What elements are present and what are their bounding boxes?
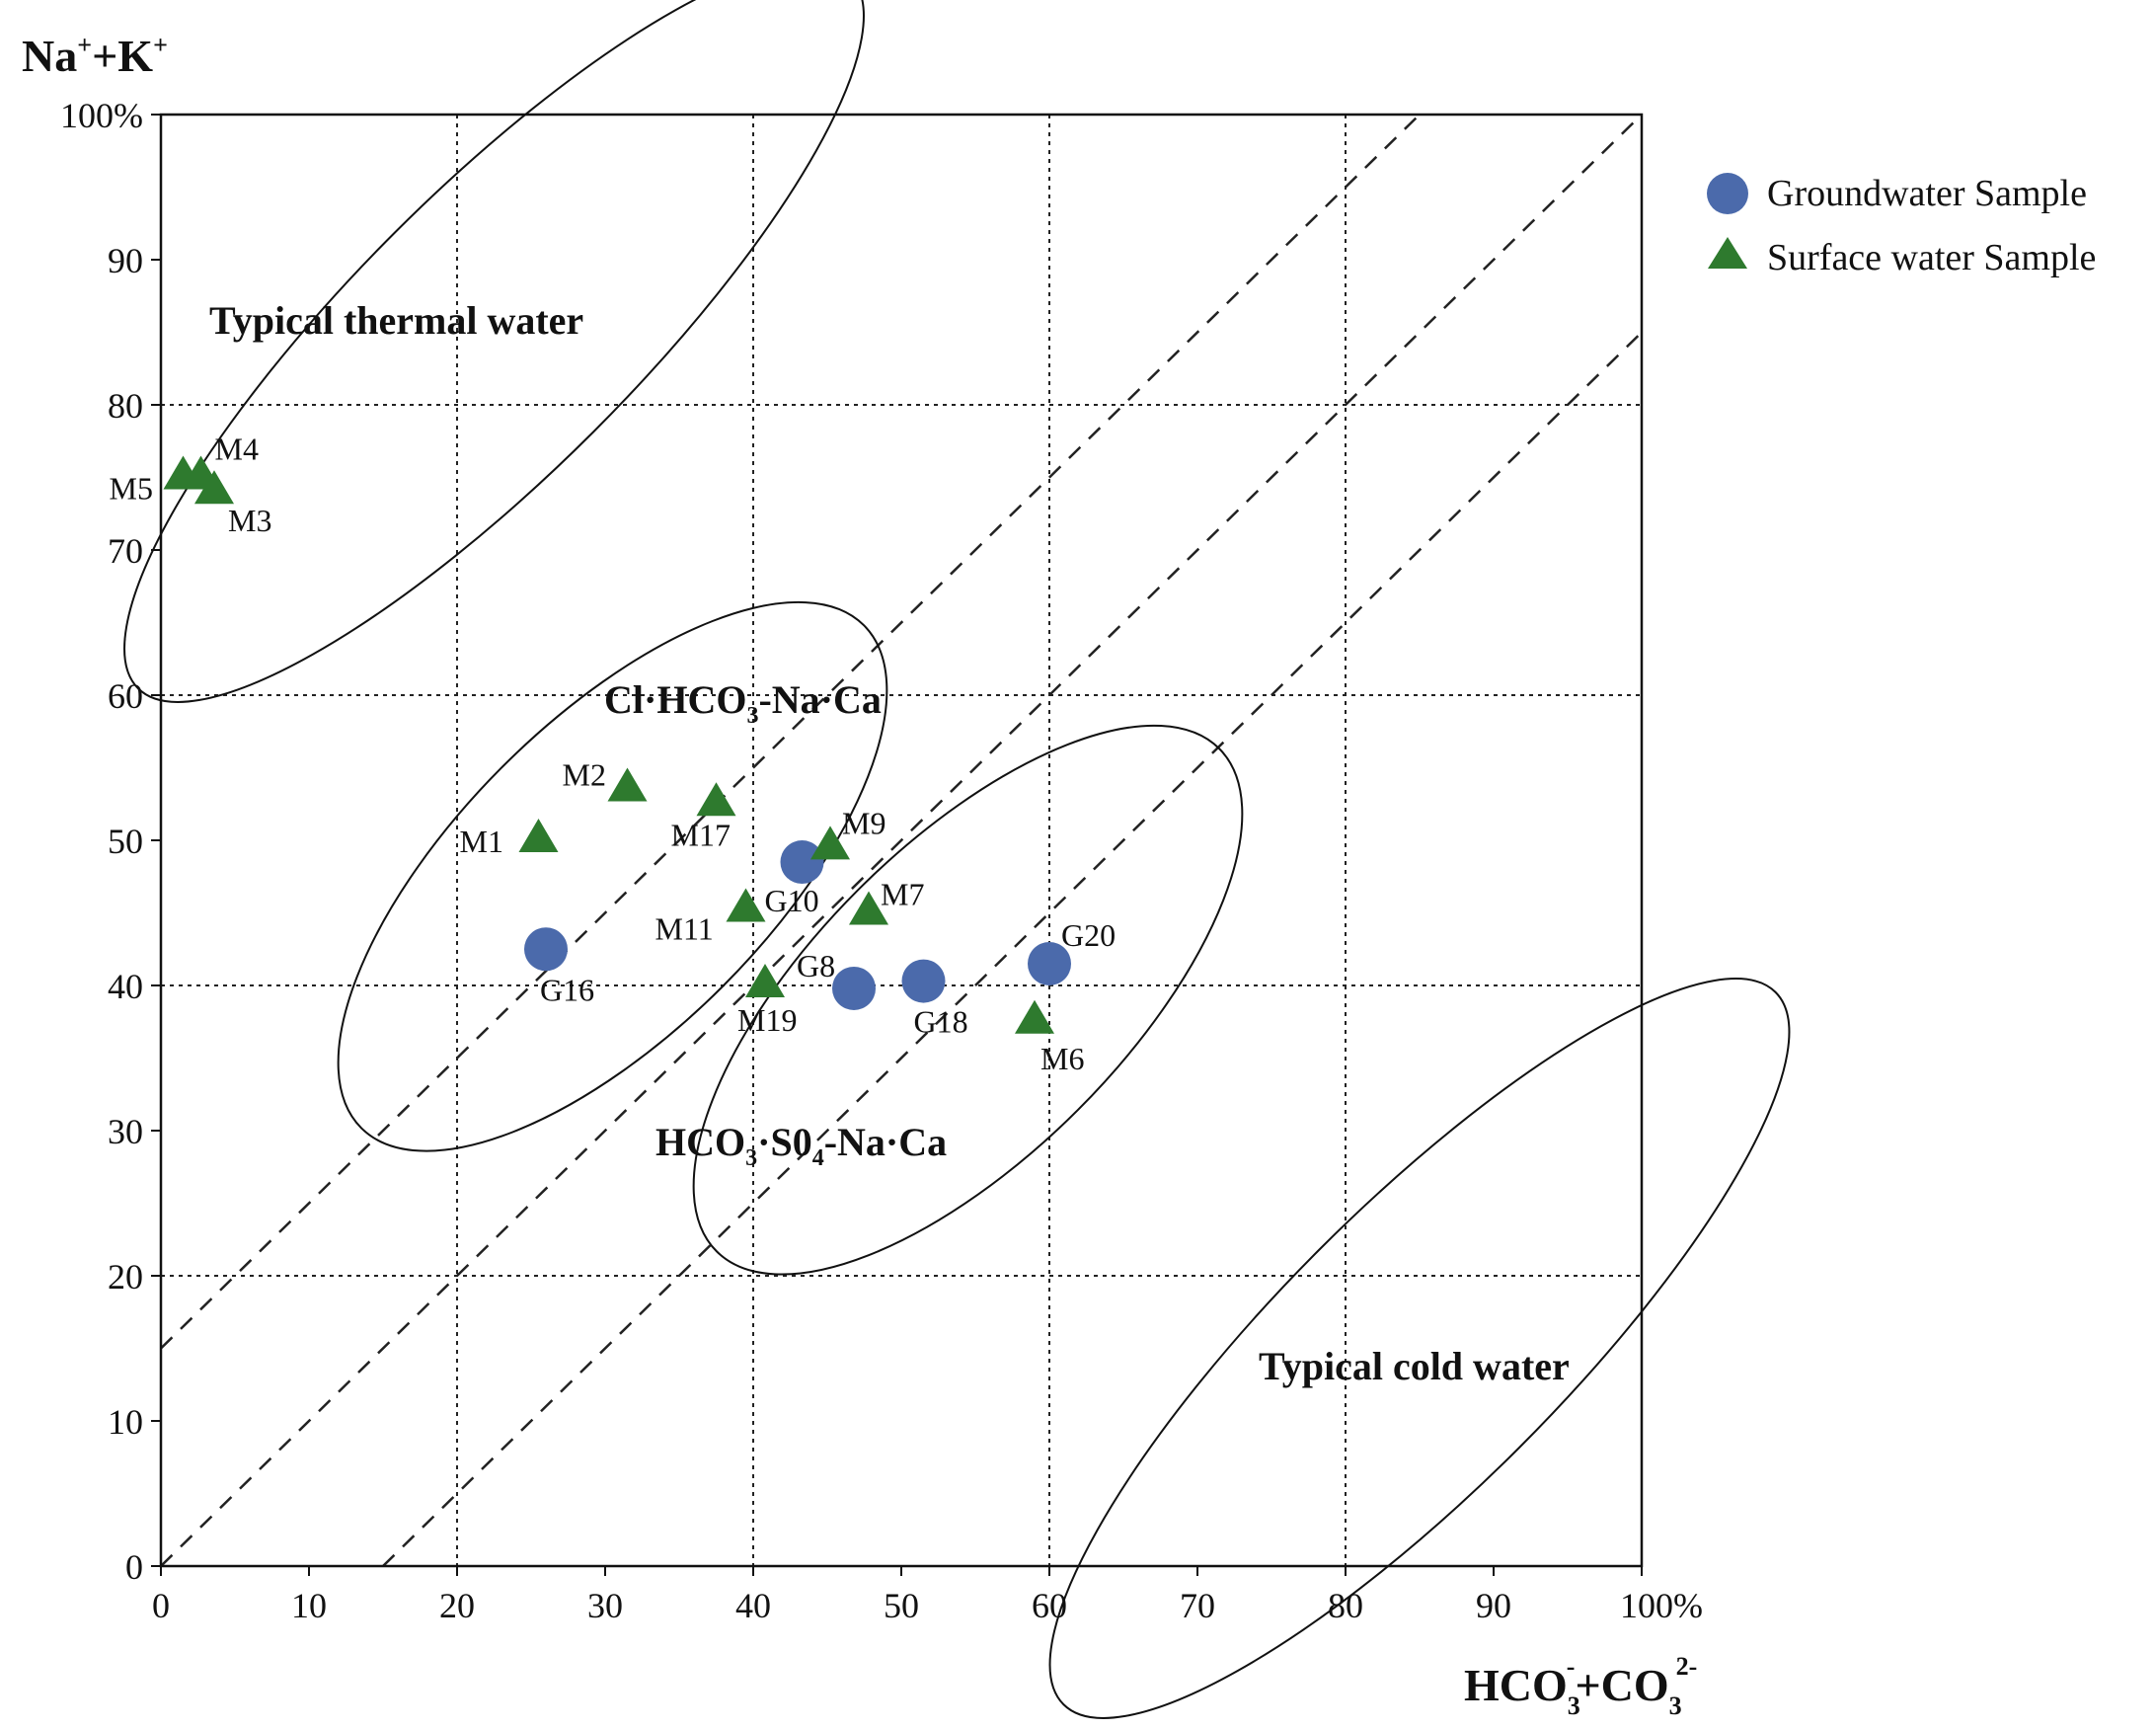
surface-water-point bbox=[810, 826, 850, 860]
y-tick-label: 90 bbox=[108, 241, 143, 280]
surface-water-point bbox=[518, 819, 559, 852]
legend-surface-label: Surface water Sample bbox=[1767, 237, 2096, 278]
x-tick-label: 100% bbox=[1620, 1586, 1703, 1625]
diagonal-line-2 bbox=[382, 331, 1643, 1567]
point-label-g10: G10 bbox=[765, 883, 819, 918]
y-tick-label: 70 bbox=[108, 531, 143, 571]
point-label-m5: M5 bbox=[110, 471, 153, 507]
surface-water-point bbox=[696, 782, 736, 817]
y-axis-title: Na++K+ bbox=[22, 31, 168, 81]
x-tick-label: 40 bbox=[735, 1586, 771, 1625]
legend-surface-marker bbox=[1708, 237, 1747, 269]
groundwater-point bbox=[832, 966, 876, 1010]
y-tick-label: 100% bbox=[60, 96, 143, 135]
surface-water-point bbox=[194, 470, 234, 505]
surface-water-point bbox=[1015, 999, 1054, 1034]
surface-water-point bbox=[849, 891, 888, 925]
axis-ticks: 0 10 20 30 40 50 60 70 80 90 100% 0 10 20 30 40 50 60 70 80… bbox=[60, 96, 1703, 1625]
x-tick-label: 70 bbox=[1180, 1586, 1215, 1625]
point-label-m1: M1 bbox=[460, 824, 503, 859]
point-label-m2: M2 bbox=[563, 757, 606, 793]
y-tick-label: 30 bbox=[108, 1112, 143, 1151]
grid-lines bbox=[161, 115, 1642, 1566]
point-label-m9: M9 bbox=[842, 805, 886, 840]
x-axis-title: HCO3-+CO32- bbox=[1464, 1652, 1697, 1720]
point-label-g16: G16 bbox=[540, 972, 594, 1007]
region-ellipse-cold bbox=[1048, 978, 1791, 1719]
y-tick-label: 60 bbox=[108, 676, 143, 716]
x-tick-label: 10 bbox=[291, 1586, 327, 1625]
point-label-m11: M11 bbox=[655, 911, 714, 947]
point-label-m17: M17 bbox=[671, 817, 731, 852]
y-tick-label: 40 bbox=[108, 967, 143, 1006]
region-label-cold: Typical cold water bbox=[1259, 1344, 1570, 1388]
diagonal-lines bbox=[160, 114, 1643, 1567]
x-tick-label: 50 bbox=[884, 1586, 919, 1625]
region-ellipse-thermal bbox=[123, 0, 865, 703]
x-tick-label: 60 bbox=[1032, 1586, 1067, 1625]
point-label-g18: G18 bbox=[914, 1004, 968, 1040]
region-ellipse-cl-hco3 bbox=[337, 600, 888, 1152]
region-ellipse-hco3-so4 bbox=[692, 724, 1244, 1276]
point-label-m4: M4 bbox=[215, 432, 259, 467]
x-tick-label: 80 bbox=[1328, 1586, 1363, 1625]
groundwater-point bbox=[901, 959, 946, 1003]
point-label-g8: G8 bbox=[797, 948, 835, 983]
groundwater-point bbox=[780, 840, 824, 885]
y-tick-label: 50 bbox=[108, 822, 143, 861]
region-ellipses bbox=[123, 0, 1791, 1719]
surface-water-point bbox=[726, 888, 766, 922]
point-label-m7: M7 bbox=[881, 877, 924, 912]
legend-groundwater-marker bbox=[1707, 173, 1748, 214]
x-tick-label: 20 bbox=[439, 1586, 475, 1625]
diagonal-line-0 bbox=[160, 114, 1421, 1350]
x-tick-label: 0 bbox=[152, 1586, 170, 1625]
region-label-thermal: Typical thermal water bbox=[209, 298, 583, 343]
region-label-hco3-so4: HCO3·S04-Na·Ca bbox=[655, 1120, 947, 1171]
y-tick-label: 10 bbox=[108, 1402, 143, 1442]
x-tick-label: 30 bbox=[587, 1586, 623, 1625]
point-labels: G10 G16 G8 G18 G20 M5 M4 M3 M2 M1 M17 M9 M11 M7 M19 M6 bbox=[110, 432, 1116, 1076]
groundwater-point bbox=[524, 927, 568, 972]
surface-water-point bbox=[607, 767, 648, 802]
region-label-cl-hco3: Cl·HCO3-Na·Ca bbox=[604, 677, 882, 729]
x-tick-label: 90 bbox=[1476, 1586, 1511, 1625]
legend: Groundwater Sample Surface water Sample bbox=[1707, 173, 2096, 278]
y-tick-label: 20 bbox=[108, 1257, 143, 1297]
point-label-m6: M6 bbox=[1040, 1041, 1084, 1076]
point-label-g20: G20 bbox=[1061, 917, 1116, 953]
surface-water-point bbox=[745, 964, 785, 997]
point-label-m19: M19 bbox=[737, 1002, 797, 1038]
point-label-m3: M3 bbox=[228, 503, 271, 538]
legend-groundwater-label: Groundwater Sample bbox=[1767, 173, 2087, 214]
y-tick-label: 0 bbox=[125, 1547, 143, 1587]
data-points bbox=[163, 455, 1071, 1034]
groundwater-point bbox=[1028, 941, 1071, 985]
y-tick-label: 80 bbox=[108, 386, 143, 426]
diagonal-line-1 bbox=[160, 114, 1643, 1567]
